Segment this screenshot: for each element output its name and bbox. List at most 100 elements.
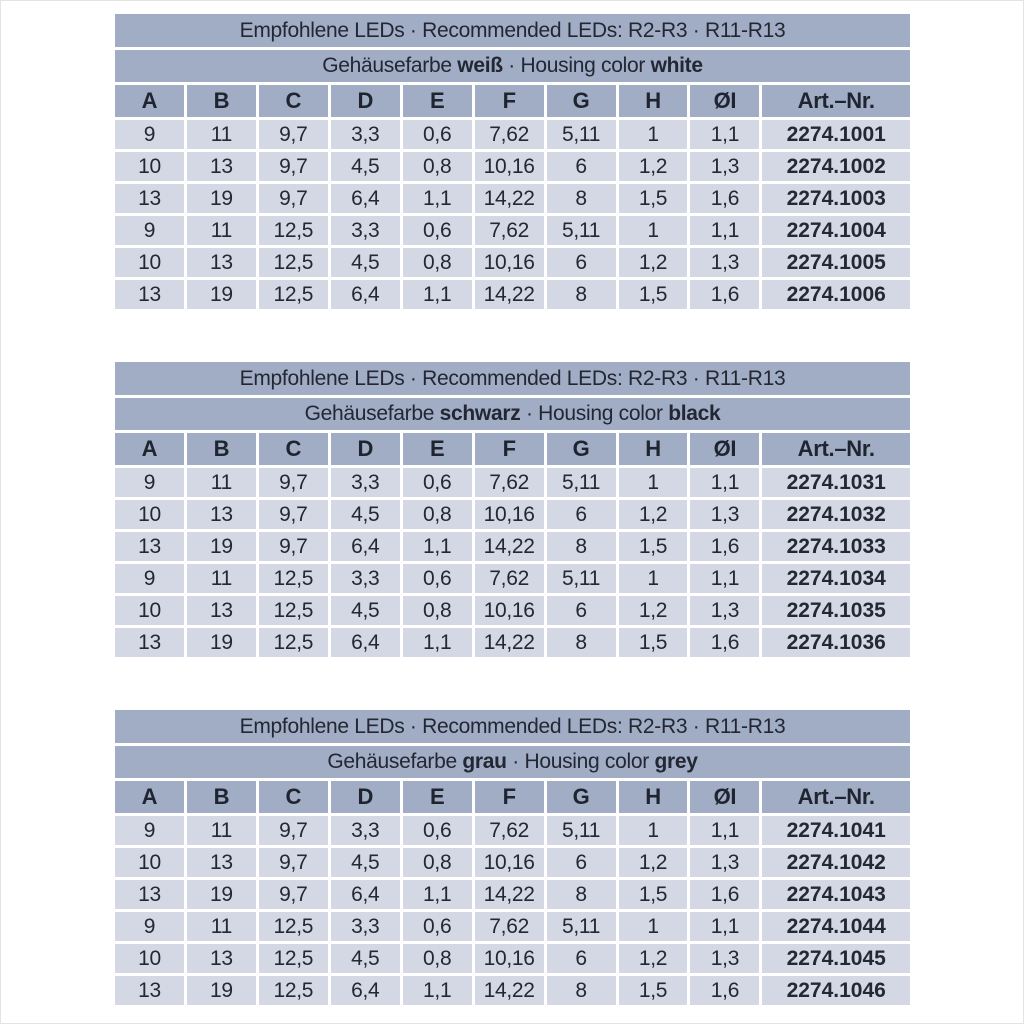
data-cell: 1,1 (402, 184, 472, 213)
data-cell: 10 (115, 500, 184, 529)
data-cell: 7,62 (474, 912, 544, 941)
data-cell: 1,1 (690, 912, 760, 941)
data-cell: 1,5 (618, 184, 688, 213)
column-header: ØI (690, 433, 760, 465)
data-cell: 13 (186, 596, 256, 625)
data-cell: 0,8 (402, 944, 472, 973)
data-cell: 1,2 (618, 152, 688, 181)
data-cell: 13 (186, 944, 256, 973)
data-cell: 9,7 (258, 532, 328, 561)
data-cell: 1,6 (690, 880, 760, 909)
data-cell: 13 (186, 152, 256, 181)
data-cell: 10,16 (474, 848, 544, 877)
data-cell: 14,22 (474, 532, 544, 561)
data-cell: 3,3 (330, 564, 400, 593)
column-header: A (115, 85, 184, 117)
data-cell: 9,7 (258, 848, 328, 877)
data-cell: 11 (186, 216, 256, 245)
data-cell: 9 (115, 912, 184, 941)
column-header: H (618, 781, 688, 813)
data-cell: 0,6 (402, 564, 472, 593)
data-cell: 9 (115, 120, 184, 149)
data-cell: 11 (186, 120, 256, 149)
data-cell: 12,5 (258, 596, 328, 625)
data-cell: 19 (186, 628, 256, 657)
column-header: C (258, 85, 328, 117)
table-row: 13 19 9,7 6,4 1,1 14,22 8 1,5 1,6 2274.1043 (115, 880, 910, 909)
data-cell: 9 (115, 564, 184, 593)
data-cell: 9 (115, 216, 184, 245)
column-header: A (115, 433, 184, 465)
data-cell: 13 (115, 880, 184, 909)
data-cell: 6 (546, 500, 616, 529)
data-cell: 9,7 (258, 120, 328, 149)
table-title: Empfohlene LEDs · Recommended LEDs: R2-R… (115, 710, 910, 743)
data-cell: 10,16 (474, 500, 544, 529)
data-cell: 10 (115, 944, 184, 973)
data-cell: 11 (186, 816, 256, 845)
art-number-cell: 2274.1033 (762, 532, 910, 561)
table-row: 13 19 12,5 6,4 1,1 14,22 8 1,5 1,6 2274.1036 (115, 628, 910, 657)
data-cell: 8 (546, 976, 616, 1005)
data-cell: 11 (186, 468, 256, 497)
data-cell: 13 (186, 848, 256, 877)
data-cell: 11 (186, 564, 256, 593)
data-cell: 10,16 (474, 152, 544, 181)
data-cell: 1,3 (690, 500, 760, 529)
art-number-cell: 2274.1042 (762, 848, 910, 877)
data-cell: 14,22 (474, 976, 544, 1005)
data-cell: 10 (115, 848, 184, 877)
subtitle-color-en: black (668, 402, 721, 425)
art-number-cell: 2274.1046 (762, 976, 910, 1005)
data-cell: 8 (546, 184, 616, 213)
data-cell: 1 (618, 816, 688, 845)
data-cell: 1,1 (402, 628, 472, 657)
data-cell: 1,6 (690, 976, 760, 1005)
data-cell: 1,1 (402, 532, 472, 561)
column-header: F (474, 85, 544, 117)
data-cell: 5,11 (546, 816, 616, 845)
data-cell: 14,22 (474, 184, 544, 213)
data-cell: 13 (186, 248, 256, 277)
subtitle-middle: · Housing color (502, 54, 651, 77)
data-cell: 4,5 (330, 596, 400, 625)
data-cell: 0,6 (402, 816, 472, 845)
column-header: Art.–Nr. (762, 85, 910, 117)
table-row: 13 19 9,7 6,4 1,1 14,22 8 1,5 1,6 2274.1033 (115, 532, 910, 561)
column-header: ØI (690, 781, 760, 813)
data-cell: 1,6 (690, 628, 760, 657)
data-cell: 12,5 (258, 564, 328, 593)
data-cell: 0,6 (402, 216, 472, 245)
column-header: E (402, 433, 472, 465)
data-cell: 7,62 (474, 120, 544, 149)
data-cell: 1 (618, 120, 688, 149)
data-cell: 1 (618, 216, 688, 245)
column-header: ØI (690, 85, 760, 117)
data-cell: 6,4 (330, 184, 400, 213)
art-number-cell: 2274.1036 (762, 628, 910, 657)
subtitle-prefix: Gehäusefarbe (327, 750, 463, 773)
table-row: 10 13 9,7 4,5 0,8 10,16 6 1,2 1,3 2274.1032 (115, 500, 910, 529)
data-cell: 1,5 (618, 976, 688, 1005)
data-cell: 1,2 (618, 848, 688, 877)
data-cell: 4,5 (330, 500, 400, 529)
data-cell: 1,1 (690, 216, 760, 245)
column-header: F (474, 433, 544, 465)
column-header: F (474, 781, 544, 813)
data-cell: 9,7 (258, 184, 328, 213)
data-cell: 0,8 (402, 596, 472, 625)
table-subtitle: Gehäusefarbe grau · Housing color grey (115, 746, 910, 778)
data-cell: 10,16 (474, 248, 544, 277)
column-header: D (330, 781, 400, 813)
column-header: H (618, 85, 688, 117)
data-cell: 1,2 (618, 248, 688, 277)
data-cell: 1,3 (690, 596, 760, 625)
data-cell: 1,3 (690, 848, 760, 877)
data-cell: 6 (546, 248, 616, 277)
data-cell: 19 (186, 976, 256, 1005)
column-header: G (546, 433, 616, 465)
data-cell: 1,1 (690, 564, 760, 593)
data-cell: 19 (186, 532, 256, 561)
subtitle-color-en: white (650, 54, 703, 77)
table-row: 9 11 9,7 3,3 0,6 7,62 5,11 1 1,1 2274.1041 (115, 816, 910, 845)
